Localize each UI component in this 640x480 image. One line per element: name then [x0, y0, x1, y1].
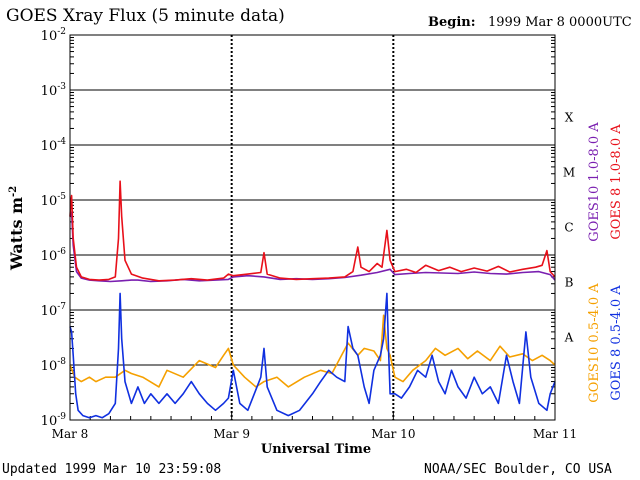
y-tick-label: 10-8	[41, 357, 67, 374]
y-axis-label: Watts m-2	[7, 186, 26, 271]
legend-entry-3: GOES 8 0.5-4.0 A	[609, 285, 624, 401]
series-line-0	[69, 211, 556, 283]
y-tick-label: 10-7	[41, 302, 67, 319]
legend: GOES10 1.0-8.0 A GOES 8 1.0-8.0 A GOES10 0…	[587, 122, 624, 403]
series-line-3	[69, 292, 556, 419]
begin-value: 1999 Mar 8 0000UTC	[488, 15, 632, 30]
grid-layer	[69, 35, 556, 421]
y-tick-label: 10-2	[41, 27, 66, 44]
x-tick-labels: Mar 8 Mar 9 Mar 10 Mar 11	[52, 427, 577, 441]
y-tick-labels: 10-9 10-8 10-7 10-6 10-5 10-4 10-3 10-2	[41, 27, 67, 429]
flare-class-M: M	[563, 166, 575, 180]
plot-frame	[69, 34, 556, 421]
flare-class-labels: A B C M X	[563, 111, 575, 345]
begin-label: Begin:	[428, 15, 476, 30]
y-tick-label: 10-6	[41, 247, 67, 264]
series-layer	[69, 180, 556, 419]
x-axis-label: Universal Time	[261, 442, 371, 457]
x-tick-label: Mar 8	[52, 427, 89, 441]
flare-class-X: X	[565, 111, 574, 125]
x-tick-label: Mar 10	[371, 427, 415, 441]
legend-entry-2: GOES10 0.5-4.0 A	[587, 283, 602, 403]
legend-entry-1: GOES 8 1.0-8.0 A	[609, 124, 624, 240]
y-tick-label: 10-9	[41, 412, 67, 429]
credit-text: NOAA/SEC Boulder, CO USA	[424, 462, 612, 477]
x-tick-label: Mar 9	[213, 427, 250, 441]
updated-timestamp: Updated 1999 Mar 10 23:59:08	[2, 462, 222, 477]
flare-class-B: B	[565, 276, 574, 290]
series-line-2	[69, 314, 556, 388]
series-line-1	[69, 180, 556, 282]
flare-class-A: A	[564, 331, 574, 345]
chart-title: GOES Xray Flux (5 minute data)	[6, 6, 285, 26]
x-tick-label: Mar 11	[533, 427, 577, 441]
y-tick-label: 10-3	[41, 82, 67, 99]
legend-entry-0: GOES10 1.0-8.0 A	[587, 122, 602, 242]
flare-class-C: C	[564, 221, 573, 235]
y-tick-label: 10-4	[41, 137, 67, 154]
y-tick-label: 10-5	[41, 192, 67, 209]
